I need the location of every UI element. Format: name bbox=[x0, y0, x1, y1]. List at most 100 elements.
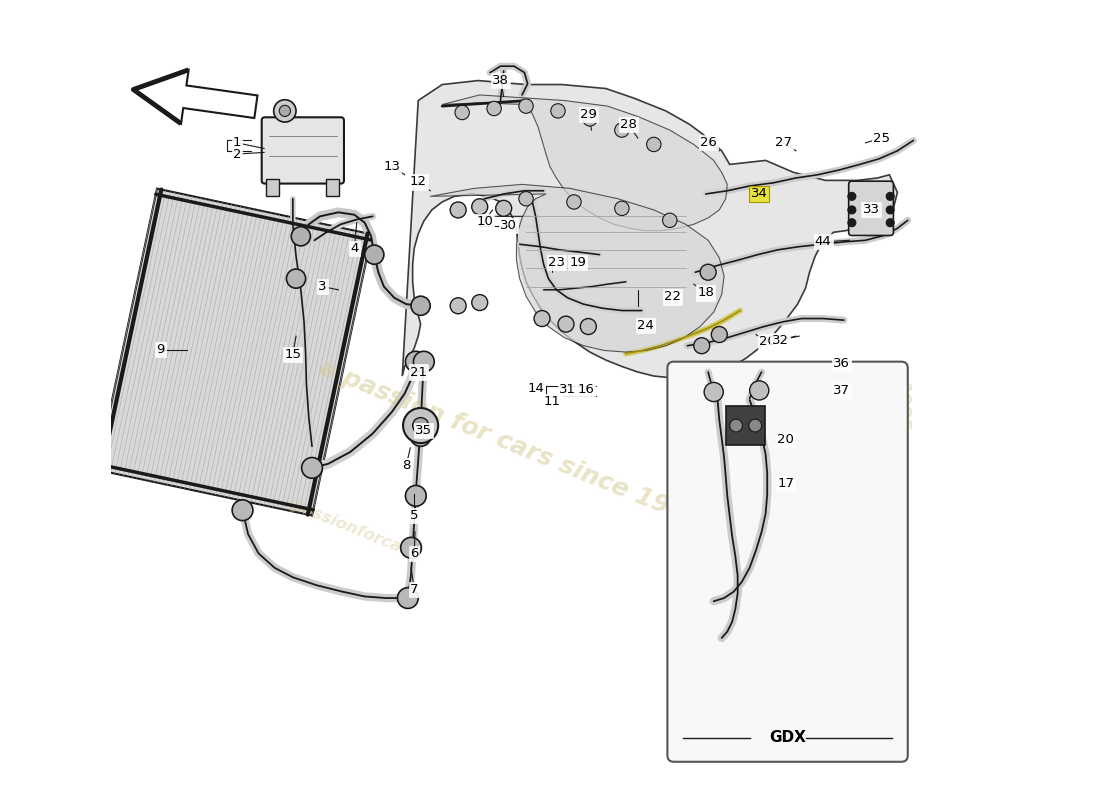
Text: 14: 14 bbox=[527, 382, 544, 394]
Circle shape bbox=[232, 500, 253, 521]
Text: 33: 33 bbox=[862, 203, 880, 217]
Circle shape bbox=[647, 138, 661, 152]
Text: 32: 32 bbox=[771, 334, 789, 346]
FancyBboxPatch shape bbox=[849, 181, 893, 235]
Circle shape bbox=[406, 486, 426, 506]
Text: 34: 34 bbox=[751, 187, 768, 201]
Text: 20: 20 bbox=[759, 335, 775, 348]
Polygon shape bbox=[442, 95, 727, 230]
Circle shape bbox=[534, 310, 550, 326]
Circle shape bbox=[729, 419, 743, 432]
Circle shape bbox=[750, 381, 769, 400]
Text: 27: 27 bbox=[774, 136, 792, 150]
Text: 28: 28 bbox=[619, 118, 637, 131]
Text: 29: 29 bbox=[580, 107, 597, 121]
Circle shape bbox=[365, 245, 384, 264]
Text: 31: 31 bbox=[559, 383, 576, 396]
Text: 15: 15 bbox=[284, 348, 301, 361]
FancyBboxPatch shape bbox=[726, 406, 764, 445]
Circle shape bbox=[472, 294, 487, 310]
FancyBboxPatch shape bbox=[262, 118, 344, 183]
Circle shape bbox=[274, 100, 296, 122]
Text: 5: 5 bbox=[410, 510, 418, 522]
Circle shape bbox=[406, 351, 426, 372]
Circle shape bbox=[615, 201, 629, 215]
Circle shape bbox=[558, 316, 574, 332]
Circle shape bbox=[450, 298, 466, 314]
Text: 36: 36 bbox=[833, 357, 850, 370]
Text: 11: 11 bbox=[543, 395, 561, 408]
Circle shape bbox=[700, 264, 716, 280]
Text: 38: 38 bbox=[492, 74, 509, 87]
Text: 8: 8 bbox=[403, 459, 410, 472]
Text: 23: 23 bbox=[548, 256, 565, 269]
Text: 30: 30 bbox=[500, 219, 517, 233]
Circle shape bbox=[583, 112, 597, 126]
Circle shape bbox=[848, 206, 856, 214]
Text: 12: 12 bbox=[409, 175, 427, 189]
Circle shape bbox=[848, 192, 856, 200]
Circle shape bbox=[581, 318, 596, 334]
Text: 20: 20 bbox=[778, 434, 794, 446]
Circle shape bbox=[487, 102, 502, 116]
Polygon shape bbox=[430, 184, 724, 352]
Circle shape bbox=[414, 351, 435, 372]
Text: passionforcar: passionforcar bbox=[289, 498, 411, 558]
Circle shape bbox=[749, 419, 761, 432]
Text: 35: 35 bbox=[416, 424, 432, 437]
Circle shape bbox=[566, 194, 581, 209]
Text: 1985: 1985 bbox=[892, 383, 911, 433]
Text: 4: 4 bbox=[350, 242, 359, 254]
Circle shape bbox=[712, 326, 727, 342]
Text: 17: 17 bbox=[777, 478, 794, 490]
Circle shape bbox=[301, 458, 322, 478]
Text: 26: 26 bbox=[700, 136, 716, 150]
Text: 16: 16 bbox=[578, 383, 594, 396]
Polygon shape bbox=[403, 81, 898, 378]
Bar bbox=[266, 178, 279, 196]
Polygon shape bbox=[97, 189, 372, 515]
Circle shape bbox=[887, 192, 894, 200]
Text: 7: 7 bbox=[410, 582, 418, 596]
Text: 1: 1 bbox=[233, 136, 241, 150]
Circle shape bbox=[411, 296, 430, 315]
Text: 34: 34 bbox=[751, 187, 768, 201]
Text: 22: 22 bbox=[663, 290, 681, 303]
Circle shape bbox=[519, 99, 534, 114]
Text: 6: 6 bbox=[410, 547, 418, 560]
Circle shape bbox=[694, 338, 710, 354]
Circle shape bbox=[496, 200, 512, 216]
Circle shape bbox=[455, 106, 470, 120]
Circle shape bbox=[450, 202, 466, 218]
Circle shape bbox=[400, 538, 421, 558]
Text: 10: 10 bbox=[476, 214, 493, 228]
Circle shape bbox=[279, 106, 290, 117]
Circle shape bbox=[519, 191, 534, 206]
Text: 9: 9 bbox=[156, 343, 165, 356]
Text: 44: 44 bbox=[815, 235, 832, 248]
Text: 13: 13 bbox=[384, 159, 400, 173]
Text: a passion for cars since 1985: a passion for cars since 1985 bbox=[316, 356, 705, 532]
Text: 3: 3 bbox=[318, 280, 327, 293]
Text: 2: 2 bbox=[233, 147, 241, 161]
Circle shape bbox=[848, 218, 856, 226]
Circle shape bbox=[615, 123, 629, 138]
Text: 19: 19 bbox=[570, 256, 586, 269]
Circle shape bbox=[551, 104, 565, 118]
Text: 18: 18 bbox=[697, 286, 714, 299]
Circle shape bbox=[397, 588, 418, 609]
Circle shape bbox=[472, 198, 487, 214]
Text: 24: 24 bbox=[637, 319, 654, 332]
Bar bbox=[327, 178, 339, 196]
Circle shape bbox=[292, 226, 310, 246]
Text: 37: 37 bbox=[833, 384, 850, 397]
FancyBboxPatch shape bbox=[668, 362, 907, 762]
Circle shape bbox=[410, 426, 431, 446]
Text: 21: 21 bbox=[409, 366, 427, 378]
Circle shape bbox=[286, 269, 306, 288]
Circle shape bbox=[704, 382, 724, 402]
Text: GDX: GDX bbox=[769, 730, 806, 746]
Text: 25: 25 bbox=[873, 131, 890, 145]
Circle shape bbox=[412, 418, 429, 434]
Circle shape bbox=[403, 408, 438, 443]
